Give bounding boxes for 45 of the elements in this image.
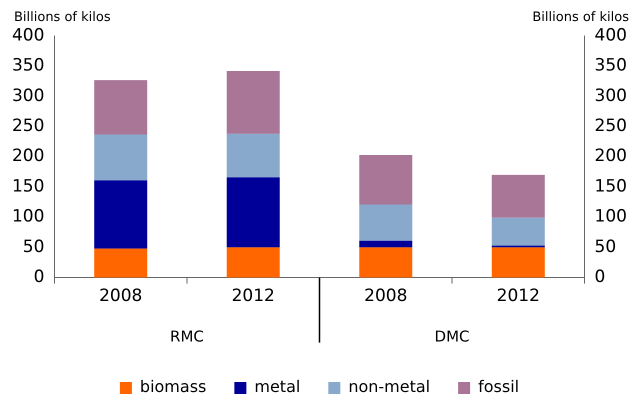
x-tick-label: 2008: [99, 286, 142, 306]
legend-label: biomass: [140, 377, 206, 396]
y-tick-label: 250: [12, 116, 44, 136]
y2-tick-label: 350: [594, 56, 628, 76]
y2-tick-label: 50: [594, 236, 616, 257]
bar: [94, 248, 148, 278]
bar: [359, 247, 412, 278]
legend-label: non-metal: [348, 377, 430, 396]
legend-label: metal: [254, 377, 300, 396]
y-tick-label: 150: [12, 176, 44, 196]
bar: [492, 218, 545, 246]
bar: [226, 247, 280, 278]
y2-tick-label: 300: [594, 86, 628, 106]
bar: [492, 247, 545, 278]
bar: [94, 134, 148, 180]
bar: [226, 177, 280, 248]
y2-tick-label: 250: [594, 116, 628, 136]
y-tick-label: 400: [12, 25, 44, 46]
text: DMC: [434, 327, 470, 346]
text: RMC: [170, 327, 204, 346]
y-tick-label: 300: [12, 86, 44, 106]
bar: [94, 80, 148, 134]
bar: [359, 154, 412, 205]
y2-tick-label: 200: [594, 146, 628, 166]
y2-tick-label: 100: [594, 206, 628, 227]
y2-tick-label: 150: [594, 176, 628, 196]
bar: [359, 204, 412, 241]
y-tick-label: 50: [22, 236, 44, 257]
y2-tick-label: 0: [594, 267, 606, 288]
bar: [492, 174, 545, 218]
y-tick-label: 350: [12, 56, 44, 76]
y-axis-title: Billions of kilos: [14, 10, 111, 25]
bar: [226, 71, 280, 134]
legend-label: fossil: [478, 377, 520, 396]
y2-tick-label: 400: [594, 25, 628, 46]
y2-axis-title: Billions of kilos: [532, 10, 629, 25]
bar: [94, 180, 148, 249]
y-tick-label: 200: [12, 146, 44, 166]
bar: [226, 134, 280, 178]
y-tick-label: 100: [12, 206, 44, 227]
x-tick-label: 2012: [232, 286, 275, 306]
y-tick-label: 0: [34, 267, 44, 288]
x-tick-label: 2008: [364, 286, 408, 306]
bar: [359, 240, 412, 248]
x-tick-label: 2012: [496, 286, 540, 306]
